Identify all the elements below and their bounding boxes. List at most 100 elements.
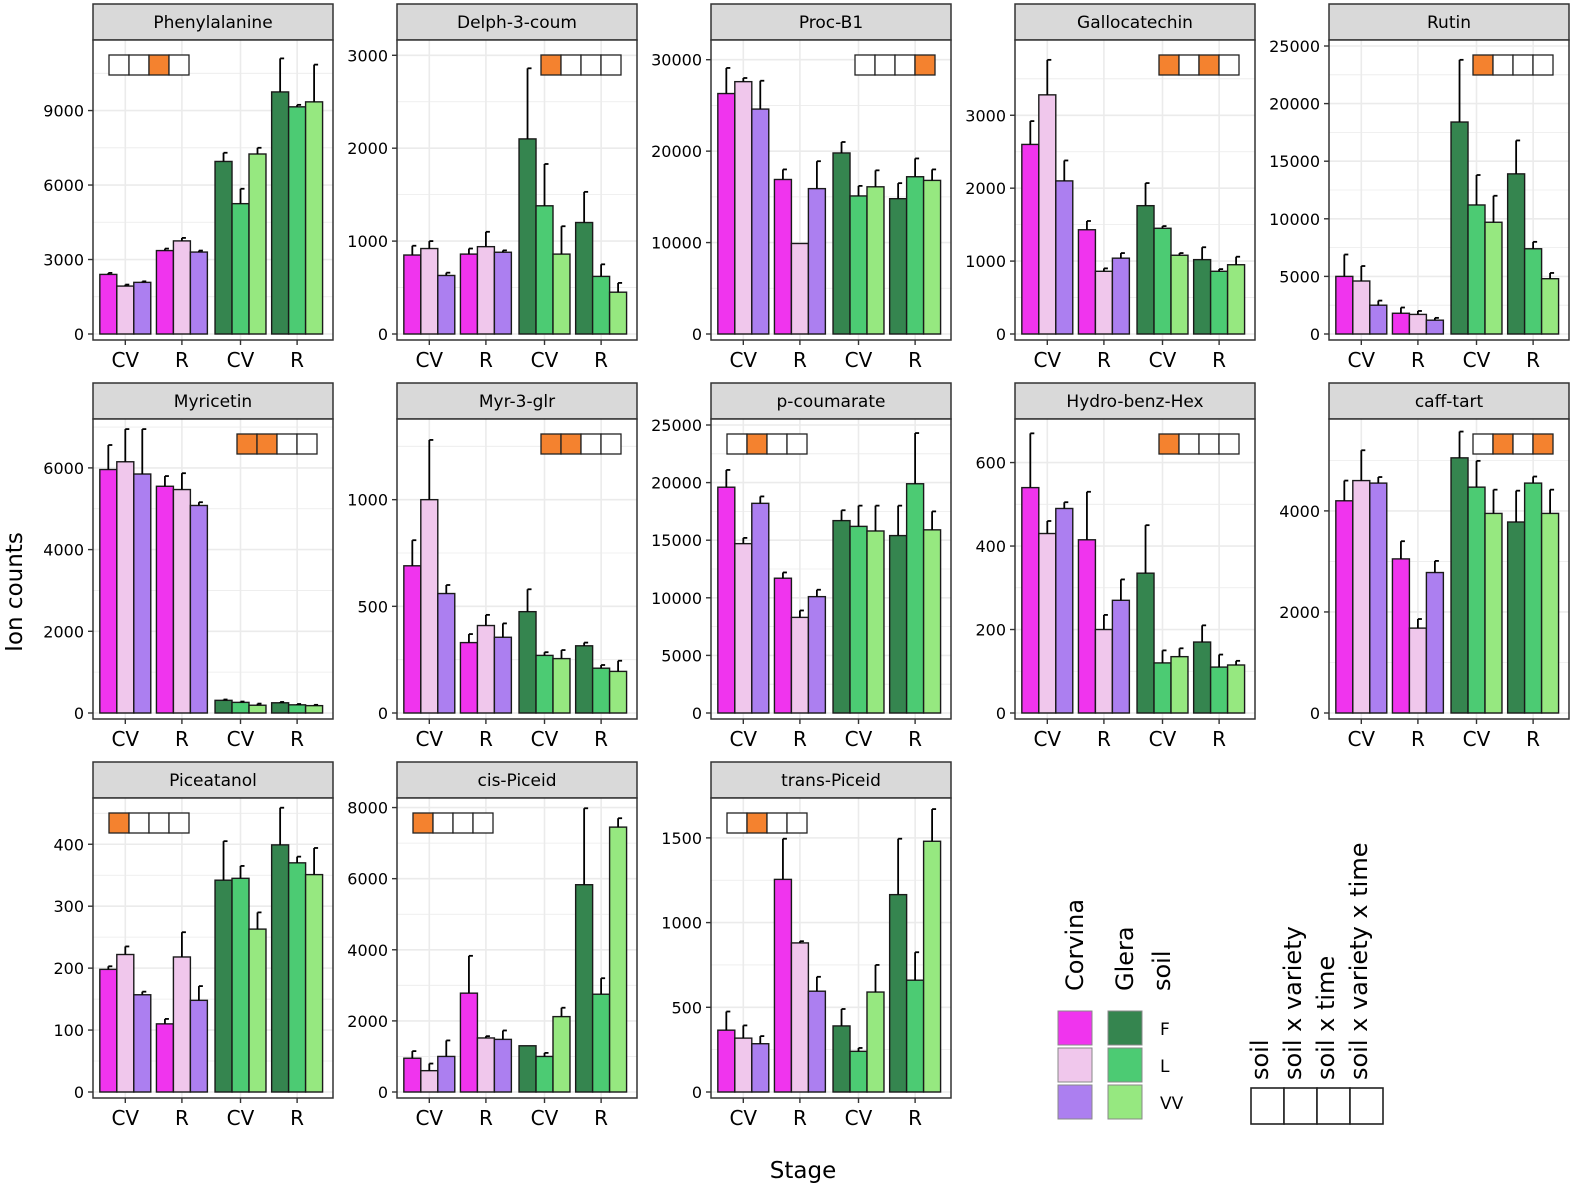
legend-key-glera-vv (1107, 1084, 1143, 1120)
y-tick-label: 10000 (651, 589, 702, 608)
bar-r-glera-vv (608, 291, 628, 335)
panel-rutin: Rutin 0 5000 10000 15000 20000 25000 CV R CV R (1269, 3, 1570, 372)
panel-strip (396, 761, 638, 799)
bar-cv-glera-f (518, 610, 537, 714)
y-tick-label: 2000 (347, 1012, 388, 1031)
bar-cv-glera-l (535, 1055, 554, 1093)
x-tick-label: R (1526, 727, 1540, 751)
significance-box-soil (236, 433, 258, 455)
significance-box-soil (1158, 54, 1180, 76)
bar-cv-corvina-vv (1369, 482, 1388, 714)
panel-strip (92, 3, 334, 41)
significance-box-soil-x-variety-x-time (1218, 433, 1240, 455)
y-tick-label: 100 (53, 1021, 84, 1040)
panel-title: Myricetin (174, 392, 252, 412)
y-tick-label: 200 (975, 621, 1006, 640)
panel-myricetin: Myricetin 0 2000 4000 6000 CV R CV R (43, 382, 334, 751)
bar-r-corvina-f (1391, 312, 1411, 335)
y-tick-label: 0 (996, 325, 1006, 344)
bar-cv-glera-vv (1170, 655, 1189, 714)
significance-box-soil (1158, 433, 1180, 455)
significance-box-soil-x-time (1512, 54, 1534, 76)
bar-cv-corvina-f (99, 273, 118, 335)
bar-cv-corvina-vv (437, 592, 456, 714)
significance-box-soil (1472, 433, 1494, 455)
bar-r-glera-l (1209, 666, 1229, 714)
y-tick-label: 20000 (651, 142, 702, 161)
bar-r-glera-vv (1540, 512, 1560, 714)
x-tick-label: CV (1347, 727, 1375, 751)
bar-cv-corvina-f (403, 1057, 422, 1093)
bar-cv-corvina-l (116, 461, 135, 714)
bar-cv-corvina-vv (1055, 180, 1074, 335)
bar-r-corvina-vv (189, 251, 209, 335)
bar-cv-corvina-f (1335, 500, 1354, 714)
x-tick-label: R (908, 727, 922, 751)
bar-r-corvina-vv (493, 251, 513, 335)
bar-r-glera-f (888, 197, 908, 335)
panel-strip (92, 761, 334, 799)
bar-cv-corvina-f (99, 468, 118, 714)
sig-legend-label-3: soil x variety x time (1345, 843, 1373, 1081)
bar-r-glera-f (1506, 173, 1526, 335)
x-tick-label: R (594, 727, 608, 751)
panel-title: Myr-3-glr (479, 392, 555, 412)
panel-proc-b1: Proc-B1 0 10000 20000 30000 CV R CV R (651, 3, 952, 372)
y-tick-label: 0 (692, 704, 702, 723)
bar-cv-glera-vv (552, 253, 571, 335)
significance-box-soil-x-time (580, 54, 602, 76)
significance-box-soil-x-variety (1492, 54, 1514, 76)
panel-title: p-coumarate (777, 392, 886, 412)
bar-cv-glera-f (1136, 204, 1155, 335)
panel-delph-3-coum: Delph-3-coum 0 1000 2000 3000 CV R CV R (347, 3, 638, 372)
x-tick-label: R (594, 348, 608, 372)
legend-key-corvina-f (1057, 1010, 1093, 1046)
panel-strip (710, 382, 952, 420)
bar-r-glera-l (1523, 248, 1543, 335)
significance-box-soil (108, 54, 130, 76)
bar-cv-corvina-l (734, 80, 753, 335)
bar-cv-glera-l (1467, 486, 1486, 714)
y-tick-label: 10000 (1269, 210, 1320, 229)
x-tick-label: CV (1033, 727, 1061, 751)
panel-title: caff-tart (1415, 392, 1484, 412)
y-tick-label: 2000 (1279, 603, 1320, 622)
x-tick-label: CV (531, 348, 559, 372)
significance-box-soil-x-variety-x-time (168, 54, 190, 76)
bar-r-corvina-l (1408, 313, 1428, 335)
y-tick-label: 500 (671, 998, 702, 1017)
panel-cis-piceid: cis-Piceid 0 2000 4000 6000 8000 CV R CV R (347, 761, 638, 1130)
significance-box-soil-x-variety (432, 812, 454, 834)
bar-cv-corvina-l (734, 1037, 753, 1093)
x-tick-label: R (1411, 727, 1425, 751)
significance-box-soil-x-variety-x-time (1532, 54, 1554, 76)
bar-r-glera-vv (922, 840, 942, 1093)
bar-cv-corvina-l (420, 1069, 439, 1093)
bar-cv-glera-vv (552, 1015, 571, 1093)
legend-title-corvina: Corvina (1061, 899, 1089, 991)
bar-r-corvina-l (1094, 628, 1114, 714)
y-tick-label: 4000 (347, 941, 388, 960)
bar-cv-glera-f (832, 519, 851, 714)
bar-r-glera-vv (304, 873, 324, 1093)
x-tick-label: R (908, 348, 922, 372)
bar-r-corvina-vv (493, 636, 513, 714)
bar-cv-glera-l (231, 701, 250, 714)
panel-myr-3-glr: Myr-3-glr 0 500 1000 CV R CV R (347, 382, 638, 751)
bar-r-glera-l (905, 483, 925, 714)
bar-r-glera-f (574, 884, 594, 1093)
x-tick-label: CV (111, 1106, 139, 1130)
bar-cv-corvina-vv (1055, 507, 1074, 714)
panel-trans-piceid: trans-Piceid 0 500 1000 1500 CV R CV R (661, 761, 952, 1130)
significance-box-soil-x-time (766, 433, 788, 455)
bar-cv-corvina-vv (751, 502, 770, 714)
bar-r-corvina-l (476, 245, 496, 335)
y-tick-label: 400 (53, 835, 84, 854)
significance-box-soil-x-variety (128, 812, 150, 834)
panel-title: Rutin (1427, 13, 1471, 33)
bar-r-glera-vv (608, 826, 628, 1093)
significance-box-soil (540, 54, 562, 76)
x-tick-label: R (1212, 348, 1226, 372)
x-tick-label: R (290, 348, 304, 372)
bar-cv-glera-l (849, 195, 868, 335)
